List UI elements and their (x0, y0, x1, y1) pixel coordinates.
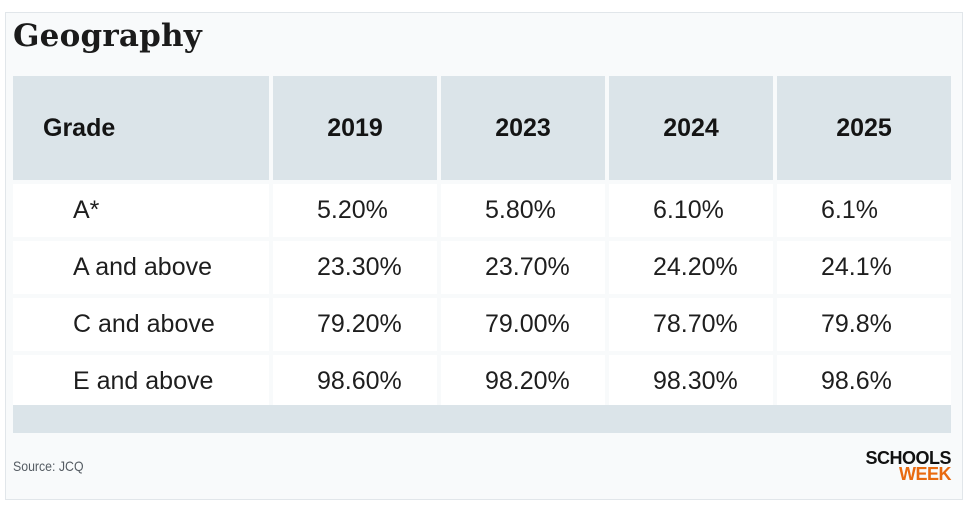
table-cell: 6.1% (777, 184, 951, 237)
grade-table: Grade 2019 2023 2024 2025 A* 5.20% 5.80%… (13, 76, 951, 408)
column-header-2025: 2025 (777, 76, 951, 180)
table-cell: 78.70% (609, 298, 773, 351)
column-header-grade: Grade (13, 76, 269, 180)
logo-line-week: WEEK (899, 464, 951, 484)
table-cell: 98.20% (441, 355, 605, 408)
table-cell: 23.30% (273, 241, 437, 294)
table-footer-bar (13, 405, 951, 433)
table-cell: 98.30% (609, 355, 773, 408)
table-cell: 24.20% (609, 241, 773, 294)
row-label: E and above (13, 355, 269, 408)
logo-line-schools: SCHOOLS (865, 448, 951, 468)
page-title: Geography (13, 18, 202, 54)
source-note: Source: JCQ (13, 458, 84, 474)
row-label: A* (13, 184, 269, 237)
table-cell: 79.8% (777, 298, 951, 351)
table-cell: 5.20% (273, 184, 437, 237)
table-cell: 23.70% (441, 241, 605, 294)
table-cell: 79.20% (273, 298, 437, 351)
column-header-2023: 2023 (441, 76, 605, 180)
row-label: A and above (13, 241, 269, 294)
table-cell: 5.80% (441, 184, 605, 237)
table-cell: 98.6% (777, 355, 951, 408)
column-header-2024: 2024 (609, 76, 773, 180)
table-cell: 79.00% (441, 298, 605, 351)
row-label: C and above (13, 298, 269, 351)
schools-week-logo: SCHOOLS WEEK (865, 448, 951, 484)
column-header-2019: 2019 (273, 76, 437, 180)
table-cell: 6.10% (609, 184, 773, 237)
table-cell: 98.60% (273, 355, 437, 408)
table-cell: 24.1% (777, 241, 951, 294)
